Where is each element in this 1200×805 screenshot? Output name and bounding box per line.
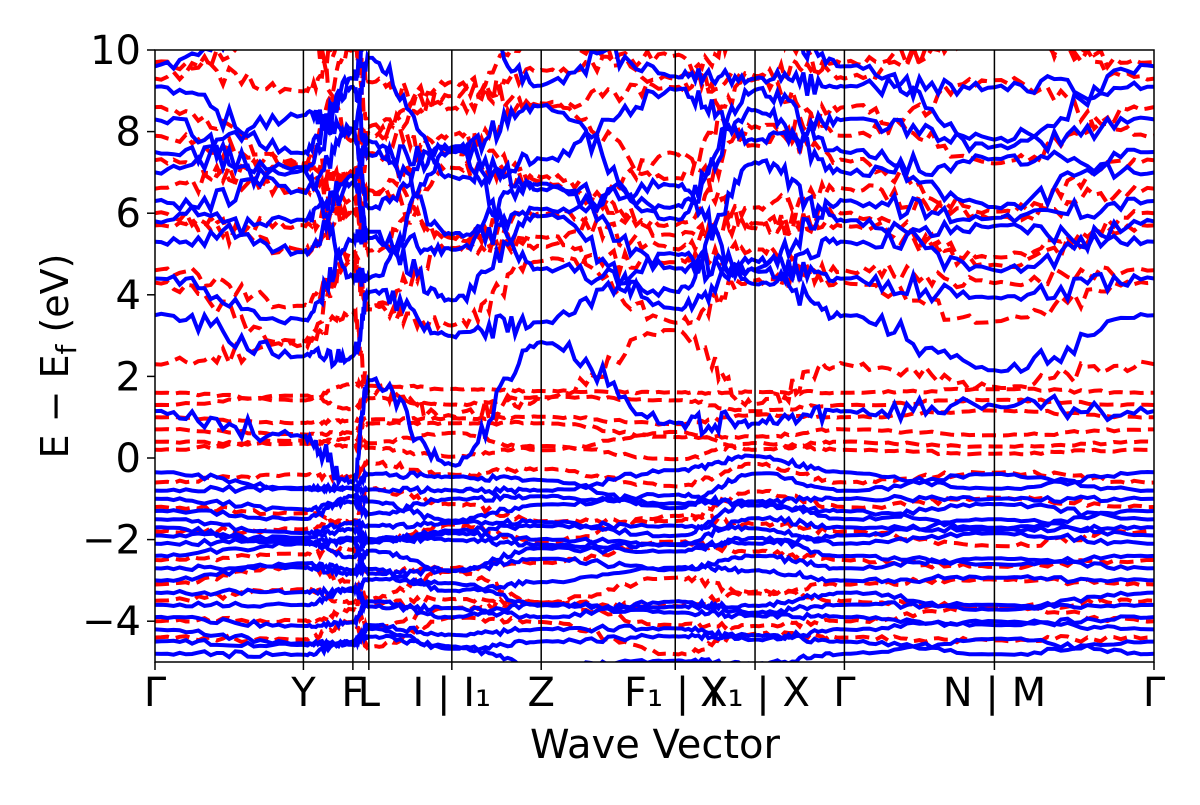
y-tick-label: 10: [90, 28, 141, 74]
red-flat-band: [155, 429, 1154, 453]
y-tick-label: 8: [116, 110, 141, 156]
x-tick-label: Y: [290, 670, 316, 716]
y-tick-label: 0: [116, 436, 141, 482]
plot-frame: [154, 49, 1155, 663]
y-axis-label: E − Ef (eV): [33, 253, 83, 458]
x-tick-label: Γ: [144, 670, 167, 716]
x-tick-label: Γ: [1143, 670, 1166, 716]
y-tick-label: 4: [116, 273, 141, 319]
red-flat-band: [155, 437, 1154, 462]
y-axis-label-space: [33, 333, 77, 345]
x-axis-label: Wave Vector: [530, 722, 781, 768]
y-tick-label: −4: [82, 599, 141, 645]
x-tick-label: Z: [527, 670, 554, 716]
x-tick-label: F: [341, 670, 364, 716]
y-axis-ticks: −4 −2 0 2 4 6 8 10: [82, 28, 155, 645]
svg-text:E − Ef (eV): E − Ef (eV): [33, 253, 83, 458]
kpoint-divider-lines: [302, 50, 996, 662]
red-conduction-band: [155, 149, 1154, 270]
red-valence-band: [155, 564, 1154, 605]
y-axis-label-unit: (eV): [33, 253, 77, 332]
y-axis-label-sub: f: [50, 343, 83, 354]
y-axis-label-main: E − E: [33, 354, 77, 458]
x-tick-label: I | I₁: [413, 670, 492, 716]
blue-valence-band: [155, 630, 1154, 662]
y-tick-label: 2: [116, 354, 141, 400]
blue-conduction-band: [155, 148, 1154, 299]
x-tick-label: Γ: [833, 670, 856, 716]
x-tick-label: N | M: [943, 670, 1046, 716]
x-tick-label: L: [358, 670, 381, 716]
y-tick-label: 6: [116, 191, 141, 237]
x-tick-label: F₁ | Y: [624, 670, 727, 716]
y-tick-label: −2: [82, 518, 141, 564]
blue-conduction-band: [155, 50, 1154, 158]
red-conduction-band: [155, 306, 1154, 426]
red-conduction-band: [155, 157, 1154, 254]
x-axis-ticks: Γ Y FL I | I₁ Z F₁ | YX₁ | X Γ N | M Γ: [144, 662, 1166, 716]
x-tick-label: X₁ | X: [700, 670, 810, 716]
